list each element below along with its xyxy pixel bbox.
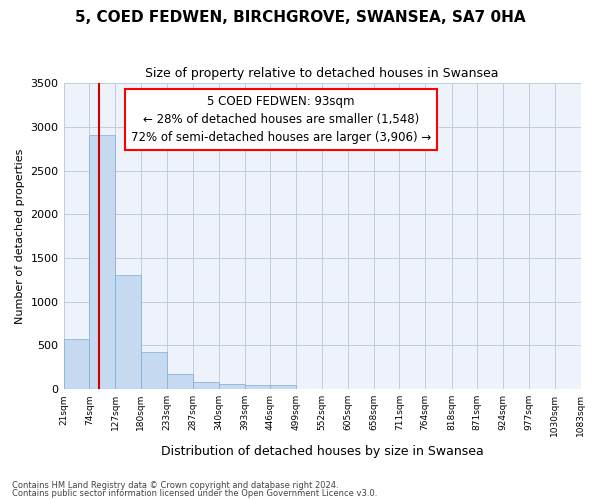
Bar — [193, 382, 219, 389]
Text: Contains HM Land Registry data © Crown copyright and database right 2024.: Contains HM Land Registry data © Crown c… — [12, 481, 338, 490]
Bar — [64, 340, 89, 389]
Bar — [219, 384, 245, 389]
Bar — [141, 352, 167, 389]
Y-axis label: Number of detached properties: Number of detached properties — [15, 148, 25, 324]
Bar — [89, 134, 115, 389]
Text: 5 COED FEDWEN: 93sqm
← 28% of detached houses are smaller (1,548)
72% of semi-de: 5 COED FEDWEN: 93sqm ← 28% of detached h… — [131, 96, 431, 144]
X-axis label: Distribution of detached houses by size in Swansea: Distribution of detached houses by size … — [161, 444, 484, 458]
Text: 5, COED FEDWEN, BIRCHGROVE, SWANSEA, SA7 0HA: 5, COED FEDWEN, BIRCHGROVE, SWANSEA, SA7… — [74, 10, 526, 25]
Bar — [245, 385, 271, 389]
Title: Size of property relative to detached houses in Swansea: Size of property relative to detached ho… — [145, 68, 499, 80]
Bar — [271, 385, 296, 389]
Bar — [167, 374, 193, 389]
Bar — [115, 274, 141, 389]
Text: Contains public sector information licensed under the Open Government Licence v3: Contains public sector information licen… — [12, 488, 377, 498]
